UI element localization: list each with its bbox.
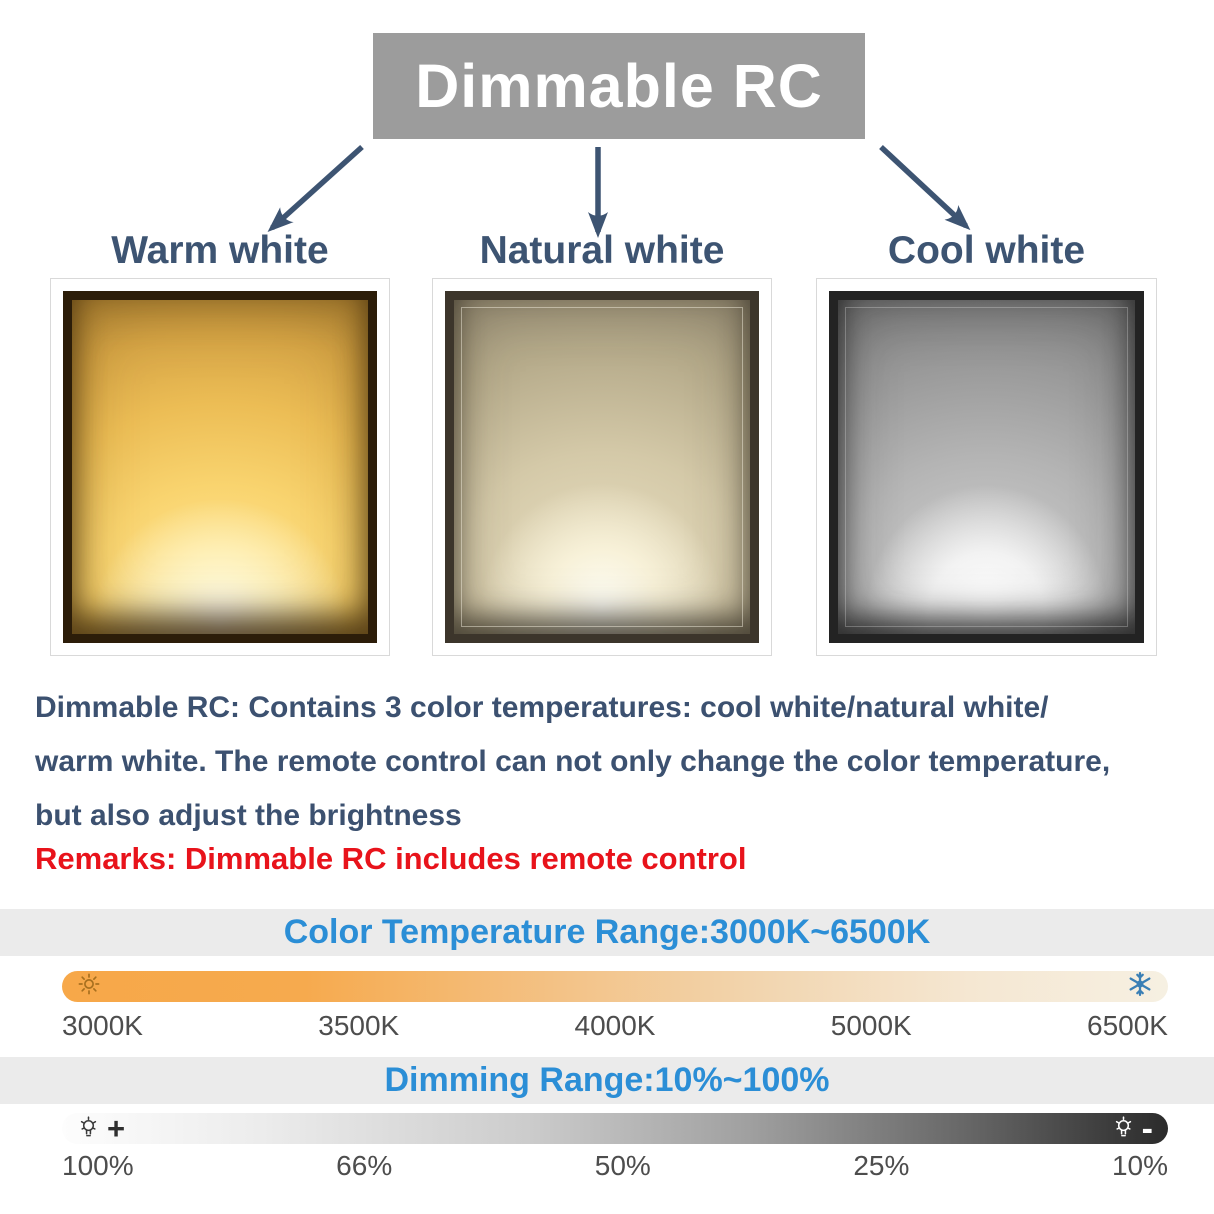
brightness-down-end: - (1112, 1112, 1153, 1146)
description-line: Dimmable RC: Contains 3 color temperatur… (35, 691, 1049, 724)
temp-tick: 6500K (1087, 1010, 1168, 1041)
dim-tick: 25% (853, 1150, 910, 1181)
warm-white-glow-panel (63, 291, 377, 643)
plus-sign: + (107, 1111, 126, 1146)
sun-icon (77, 972, 101, 1001)
cool-white-label: Cool white (887, 229, 1086, 272)
color-temperature-header: Color Temperature Range:3000K~6500K (0, 909, 1214, 956)
warm-white-photo (50, 278, 390, 656)
warm-white-label: Warm white (111, 229, 329, 272)
description-line: but also adjust the brightness (35, 799, 462, 832)
description-text: Dimmable RC: Contains 3 color temperatur… (35, 681, 1195, 843)
brightness-up-end: + (77, 1113, 125, 1145)
bulb-brightness-up-icon (77, 1113, 100, 1145)
dim-tick: 50% (594, 1150, 651, 1181)
arrow-to-cool (879, 144, 971, 231)
temp-tick: 4000K (574, 1010, 656, 1041)
dimming-gradient-bar: + - (62, 1112, 1168, 1146)
dim-tick: 100% (62, 1150, 134, 1181)
bulb-brightness-down-icon (1112, 1113, 1135, 1145)
description-line: warm white. The remote control can not o… (35, 745, 1111, 778)
cool-white-photo (816, 278, 1157, 656)
remarks-text: Remarks: Dimmable RC includes remote con… (35, 841, 747, 876)
natural-white-label: Natural white (479, 229, 725, 272)
color-temperature-gradient-bar (62, 971, 1168, 1002)
dimming-range-header: Dimming Range:10%~100% (0, 1057, 1214, 1104)
temperature-tick-labels: 3000K 3500K 4000K 5000K 6500K (62, 1010, 1168, 1042)
page-title: Dimmable RC (415, 52, 823, 120)
dimming-tick-labels: 100% 66% 50% 25% 10% (62, 1150, 1168, 1182)
natural-white-photo (432, 278, 772, 656)
snowflake-icon (1127, 971, 1153, 1002)
temp-tick: 3500K (318, 1010, 400, 1041)
natural-white-glow-panel (445, 291, 759, 643)
arrow-to-warm (267, 144, 364, 233)
title-box: Dimmable RC (373, 33, 865, 139)
dim-tick: 10% (1111, 1150, 1168, 1181)
temp-tick: 5000K (830, 1010, 912, 1041)
minus-sign: - (1141, 1109, 1153, 1148)
dim-tick: 66% (336, 1150, 393, 1181)
temp-tick: 3000K (62, 1010, 143, 1041)
cool-white-glow-panel (829, 291, 1144, 643)
